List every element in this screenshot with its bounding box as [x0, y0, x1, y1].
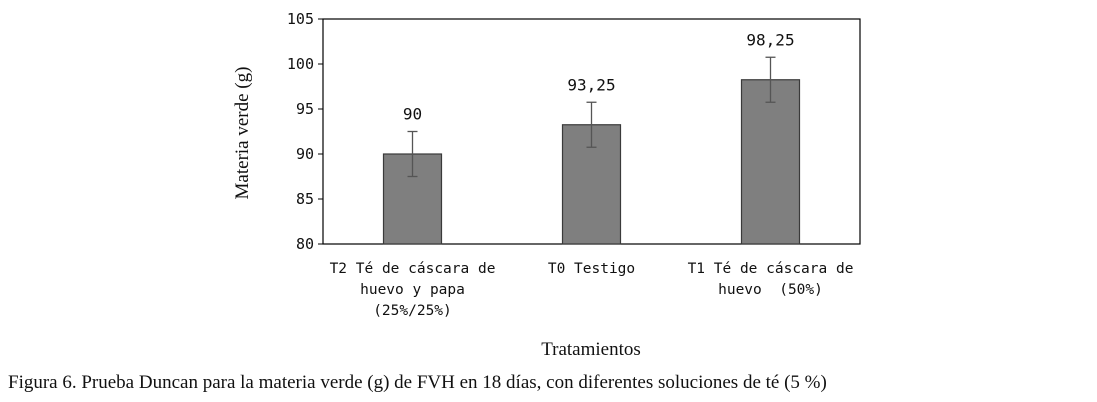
y-tick-label: 80: [296, 235, 314, 253]
plot-area: 80 85 90 95 100 105 90 T2 Té de cáscara de huevo…: [287, 10, 861, 319]
x-tick-label: T0 Testigo: [548, 261, 635, 277]
x-tick-label: huevo (50%): [718, 282, 823, 298]
x-tick-label: huevo y papa: [360, 282, 465, 298]
x-tick-label: T2 Té de cáscara de: [330, 261, 496, 277]
x-tick-label: (25%/25%): [373, 303, 452, 319]
data-label: 93,25: [567, 75, 615, 94]
bar: [740, 79, 801, 245]
data-label: 98,25: [746, 30, 794, 49]
data-label: 90: [403, 105, 422, 124]
figure-caption: Figura 6. Prueba Duncan para la materia …: [8, 372, 827, 393]
x-axis-title: Tratamientos: [541, 339, 641, 360]
y-axis-title: Materia verde (g): [232, 67, 253, 200]
y-tick-label: 90: [296, 145, 314, 163]
y-tick-label: 85: [296, 190, 314, 208]
y-tick-label: 105: [287, 10, 314, 28]
x-tick-label: T1 Té de cáscara de: [688, 261, 854, 277]
y-tick-label: 95: [296, 100, 314, 118]
y-tick-label: 100: [287, 55, 314, 73]
